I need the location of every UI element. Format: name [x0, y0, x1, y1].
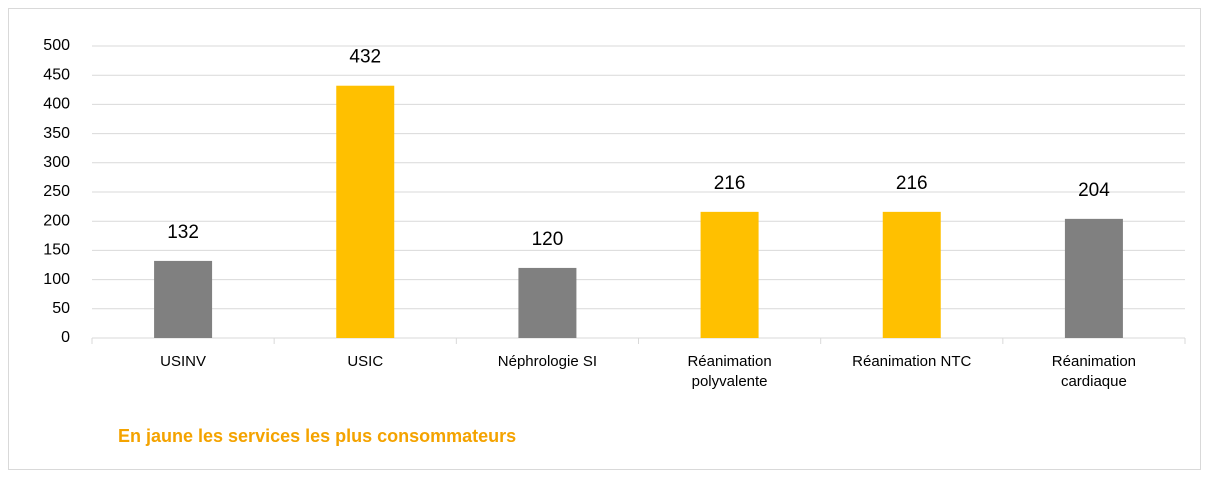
y-tick-label: 300 [43, 154, 70, 171]
value-label: 120 [532, 229, 564, 250]
value-label: 216 [714, 173, 746, 194]
value-label: 204 [1078, 180, 1110, 201]
bar [518, 267, 577, 338]
y-tick-label: 200 [43, 212, 70, 229]
bar [336, 85, 395, 338]
x-tick-label: USINV [160, 353, 206, 370]
x-tick-label: Réanimation cardiaque [1051, 353, 1137, 390]
x-tick-label: Réanimation polyvalente [687, 353, 772, 390]
y-tick-label: 150 [43, 242, 70, 259]
bar [1064, 218, 1123, 338]
annotation: En jaune les services les plus consommat… [118, 426, 517, 446]
value-label: 132 [167, 222, 199, 243]
y-tick-label: 450 [43, 66, 70, 83]
bar [882, 211, 941, 338]
bar [154, 260, 213, 338]
y-tick-label: 400 [43, 96, 70, 113]
x-tick-label: Néphrologie SI [497, 353, 598, 370]
y-tick-label: 100 [43, 271, 70, 288]
y-tick-label: 250 [43, 183, 70, 200]
y-tick-label: 350 [43, 125, 70, 142]
y-tick-label: 50 [52, 300, 70, 317]
y-tick-label: 0 [61, 329, 70, 346]
value-label: 432 [349, 47, 381, 68]
value-label: 216 [896, 173, 928, 194]
y-tick-label: 500 [43, 37, 70, 54]
x-tick-label: USIC [347, 353, 384, 370]
chart-border [8, 8, 1201, 470]
x-tick-label: Réanimation NTC [852, 353, 972, 370]
bar [700, 211, 759, 338]
